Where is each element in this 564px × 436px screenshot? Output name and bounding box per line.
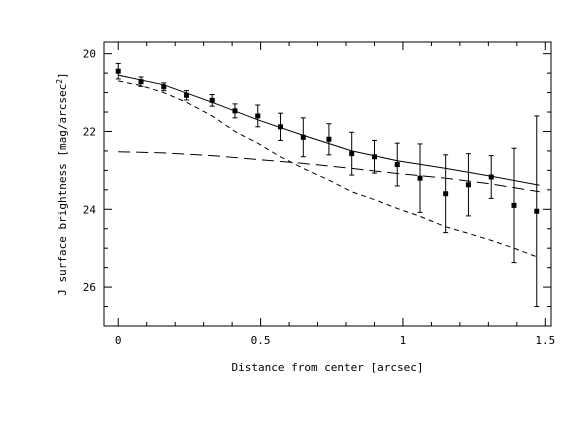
x-axis-label: Distance from center [arcsec] [231, 361, 423, 374]
x-tick-labels: 0 0.5 1 1.5 [115, 334, 555, 347]
model-curve-long-dashed [118, 151, 540, 193]
y-axis-label: J surface brightness [mag/arcsec2] [55, 72, 69, 295]
data-point [488, 174, 494, 180]
data-point [326, 136, 332, 142]
y-axis-label-superscript: 2 [55, 79, 64, 84]
model-curves [118, 74, 540, 259]
y-tick-label: 24 [83, 203, 97, 216]
data-point [465, 182, 471, 188]
data-point [394, 162, 400, 168]
data-point [349, 151, 355, 157]
x-tick-label: 0 [115, 334, 122, 347]
data-point [371, 154, 377, 160]
data-point [161, 84, 167, 90]
data-point [417, 175, 423, 181]
error-bars [115, 62, 540, 308]
data-point [232, 108, 238, 114]
data-point [534, 208, 540, 214]
y-axis-label-main: J surface brightness [mag/arcsec [56, 84, 69, 296]
model-curve-short-dashed [118, 80, 540, 259]
y-axis-label-tail: ] [56, 72, 69, 79]
data-point [511, 202, 517, 208]
plot-frame [103, 41, 552, 327]
data-point [278, 124, 284, 130]
data-point [115, 68, 121, 74]
data-markers [115, 68, 540, 214]
y-tick-label: 20 [83, 48, 96, 61]
y-tick-label: 22 [83, 125, 96, 138]
x-tick-label: 1.5 [535, 334, 555, 347]
x-tick-label: 0.5 [251, 334, 271, 347]
data-point [443, 191, 449, 197]
y-tick-labels: 20 22 24 26 [83, 48, 97, 294]
data-point [184, 92, 190, 98]
data-point [255, 113, 261, 119]
axis-ticks [104, 42, 551, 326]
data-point [138, 79, 144, 85]
data-point [209, 97, 215, 103]
y-tick-label: 26 [83, 281, 96, 294]
data-point [300, 134, 306, 140]
x-tick-label: 1 [400, 334, 407, 347]
